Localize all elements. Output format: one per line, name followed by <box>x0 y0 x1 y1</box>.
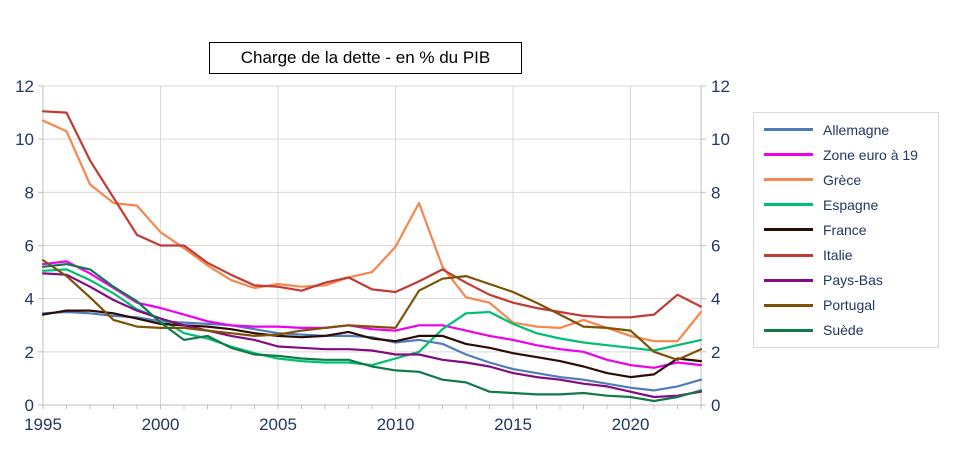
legend-line-swatch <box>764 278 813 282</box>
legend-label: Italie <box>823 247 853 264</box>
legend-label: France <box>823 221 867 238</box>
x-axis-label: 2000 <box>142 415 180 434</box>
legend-item-Pays-Bas: Pays-Bas <box>764 268 938 292</box>
y-axis-label-right: 0 <box>711 396 720 415</box>
y-axis-label-left: 0 <box>25 396 34 415</box>
x-axis-label: 1995 <box>24 415 62 434</box>
series-line-Pays-Bas <box>41 272 703 399</box>
series-line-Zone euro à 19 <box>41 260 703 369</box>
legend-line-swatch <box>764 153 813 157</box>
legend-line-swatch <box>764 303 813 307</box>
y-axis-label-left: 2 <box>25 343 34 362</box>
legend-item-Portugal: Portugal <box>764 293 938 317</box>
legend-item-Zone euro à 19: Zone euro à 19 <box>764 143 938 167</box>
legend-label: Allemagne <box>823 121 890 138</box>
legend-item-Italie: Italie <box>764 243 938 267</box>
legend-line-swatch <box>764 228 813 232</box>
x-axis-label: 2010 <box>377 415 415 434</box>
legend-line-swatch <box>764 128 813 132</box>
y-axis-label-right: 2 <box>711 343 720 362</box>
legend: Allemagne Zone euro à 19 Grèce Espagne Franc… <box>753 112 939 348</box>
y-axis-label-left: 6 <box>25 237 34 256</box>
x-axis-label: 2005 <box>259 415 297 434</box>
series-line-Italie <box>41 110 703 319</box>
x-axis-label: 2020 <box>612 415 650 434</box>
series-line-Grèce <box>41 119 703 343</box>
chart-title: Charge de la dette - en % du PIB <box>240 48 491 67</box>
legend-label: Suède <box>823 322 864 339</box>
legend-label: Espagne <box>823 196 879 213</box>
legend-label: Pays-Bas <box>823 272 883 289</box>
x-axis-label: 2015 <box>494 415 532 434</box>
chart-title-box: Charge de la dette - en % du PIB <box>209 42 522 74</box>
y-axis-label-left: 8 <box>25 183 34 202</box>
legend-label: Portugal <box>823 297 876 314</box>
y-axis-label-right: 10 <box>711 130 730 149</box>
legend-line-swatch <box>764 203 813 207</box>
legend-label: Zone euro à 19 <box>823 146 918 163</box>
legend-item-France: France <box>764 218 938 242</box>
legend-item-Espagne: Espagne <box>764 193 938 217</box>
y-axis-label-left: 12 <box>15 77 34 96</box>
series-line-Allemagne <box>41 310 703 392</box>
series-line-Portugal <box>41 259 703 361</box>
y-axis-label-right: 8 <box>711 183 720 202</box>
series-line-France <box>41 309 703 379</box>
legend-item-Suède: Suède <box>764 318 938 342</box>
legend-item-Allemagne: Allemagne <box>764 118 938 142</box>
legend-line-swatch <box>764 328 813 332</box>
y-axis-label-left: 4 <box>25 290 34 309</box>
series-line-Suède <box>41 263 703 403</box>
legend-line-swatch <box>764 178 813 182</box>
y-axis-label-right: 4 <box>711 290 720 309</box>
legend-label: Grèce <box>823 171 862 188</box>
y-axis-label-left: 10 <box>15 130 34 149</box>
legend-item-Grèce: Grèce <box>764 168 938 192</box>
y-axis-label-right: 6 <box>711 237 720 256</box>
y-axis-label-right: 12 <box>711 77 730 96</box>
legend-line-swatch <box>764 253 813 257</box>
